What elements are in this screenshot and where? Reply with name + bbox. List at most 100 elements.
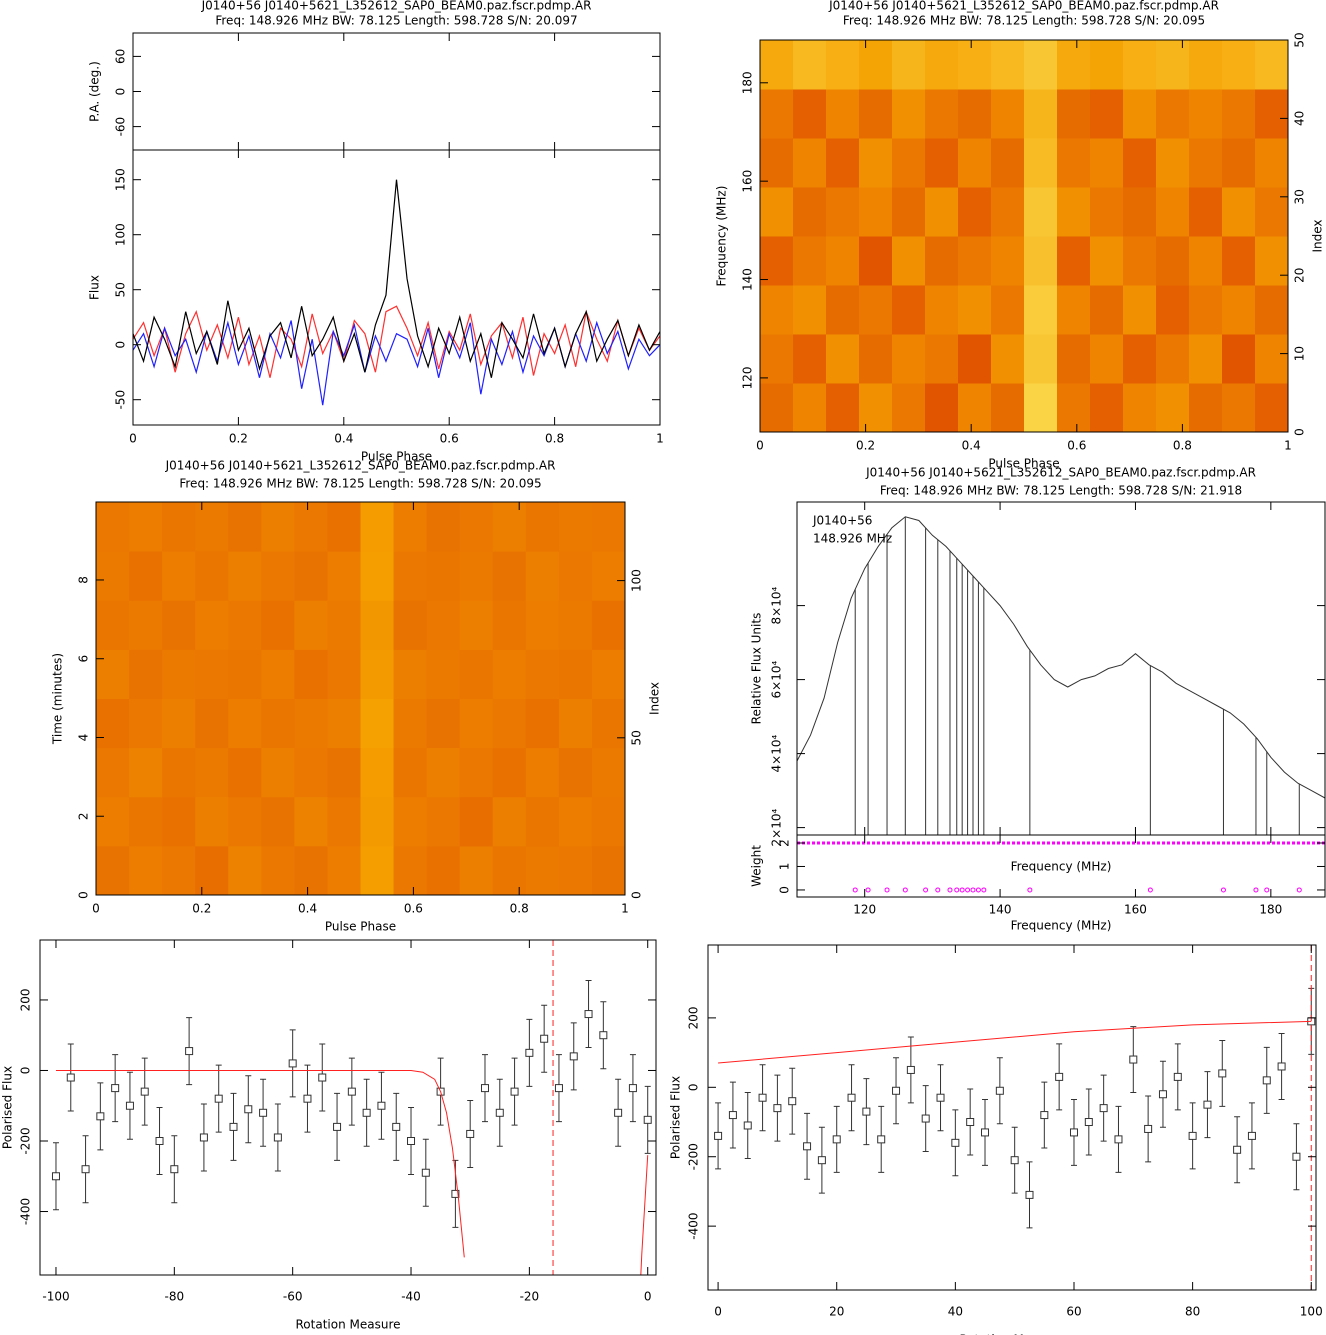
- point: [714, 1131, 723, 1140]
- heat-cell: [1057, 40, 1091, 90]
- heat-cell: [826, 138, 860, 188]
- heat-cell: [261, 698, 295, 749]
- heat-cell: [1057, 187, 1091, 237]
- heat-cell: [327, 845, 361, 896]
- y-axis-label: Flux: [88, 275, 102, 300]
- point: [377, 1101, 386, 1110]
- heat-cell: [228, 698, 262, 749]
- heat-cell: [958, 187, 992, 237]
- x-tick-label: 0.8: [545, 432, 564, 446]
- y-axis-label: Time (minutes): [51, 653, 65, 745]
- x-tick-label: 120: [853, 903, 876, 917]
- heat-cell: [525, 649, 560, 699]
- y-tick-label: 6: [77, 655, 91, 663]
- heat-cell: [327, 551, 361, 601]
- heat-cell: [1189, 236, 1223, 286]
- heat-cell: [1222, 383, 1256, 433]
- point: [1010, 1156, 1019, 1165]
- heat-cell: [1057, 138, 1091, 188]
- heat-cell: [1057, 236, 1091, 286]
- x-tick-label: 60: [1066, 1305, 1081, 1319]
- point: [599, 1031, 608, 1040]
- y-tick-label: 40: [1293, 111, 1307, 126]
- heat-cell: [1024, 89, 1058, 139]
- x-tick-label: 100: [1300, 1305, 1323, 1319]
- heat-cell: [393, 698, 428, 749]
- heat-cell: [958, 383, 992, 433]
- heat-cell: [426, 551, 461, 601]
- x-tick-label: 1: [1284, 439, 1292, 453]
- heat-cell: [558, 649, 593, 699]
- x-tick-label: 0: [92, 902, 100, 916]
- heat-cell: [1024, 40, 1058, 90]
- point: [788, 1097, 797, 1106]
- heat-cell: [1222, 40, 1256, 90]
- point: [906, 1065, 915, 1074]
- plot-frame: [759, 39, 1289, 433]
- point: [1203, 1100, 1212, 1109]
- weight-point: [981, 887, 987, 893]
- spectrum-line: [797, 516, 1325, 799]
- heat-cell: [96, 551, 130, 601]
- heat-cell: [1123, 383, 1157, 433]
- heat-cell: [925, 40, 959, 90]
- y-tick-label: 0: [77, 891, 91, 899]
- point: [318, 1073, 327, 1082]
- weight-point: [1147, 887, 1153, 893]
- point: [628, 1084, 637, 1093]
- heat-cell: [1123, 89, 1157, 139]
- x-tick-label: 40: [948, 1305, 963, 1319]
- x-tick-label: 160: [1124, 903, 1147, 917]
- heat-cell: [1024, 138, 1058, 188]
- annotation: J0140+56: [812, 514, 872, 528]
- x-tick-label: 1: [621, 902, 629, 916]
- heat-cell: [360, 796, 395, 847]
- heat-cell: [426, 796, 461, 847]
- heat-cell: [991, 334, 1025, 384]
- heat-cell: [991, 285, 1025, 335]
- point: [1262, 1076, 1271, 1085]
- heat-cell: [1255, 334, 1289, 384]
- point: [803, 1142, 812, 1151]
- heat-cell: [525, 502, 560, 552]
- heat-cell: [859, 334, 893, 384]
- heat-cell: [793, 383, 827, 433]
- y-tick-label: -400: [687, 1213, 701, 1240]
- y-tick-label: 10: [1293, 346, 1307, 361]
- point: [951, 1138, 960, 1147]
- heat-cell: [1057, 383, 1091, 433]
- y-tick-label: 60: [114, 49, 128, 64]
- heat-cell: [991, 89, 1025, 139]
- heat-cell: [1255, 383, 1289, 433]
- heat-cell: [393, 747, 428, 798]
- heat-cell: [129, 600, 163, 650]
- heat-cell: [294, 845, 328, 896]
- heat-cell: [1156, 334, 1190, 384]
- y-tick-label: 100: [630, 569, 644, 592]
- point: [214, 1094, 223, 1103]
- y-tick-label: 2×10⁴: [770, 809, 784, 847]
- heat-cell: [228, 796, 262, 847]
- weight-point: [1220, 887, 1226, 893]
- heat-cell: [591, 845, 626, 896]
- heat-cell: [1123, 236, 1157, 286]
- weight-point: [884, 887, 890, 893]
- heat-cell: [492, 502, 527, 552]
- heat-cell: [261, 600, 295, 650]
- x-tick-label: 0.6: [1067, 439, 1086, 453]
- x-axis-label: Pulse Phase: [361, 450, 432, 464]
- point: [229, 1122, 238, 1131]
- x-tick-label: -80: [165, 1290, 185, 1304]
- heat-cell: [96, 649, 130, 699]
- heat-cell: [591, 796, 626, 847]
- heat-cell: [558, 600, 593, 650]
- point: [728, 1111, 737, 1120]
- heat-cell: [327, 600, 361, 650]
- heat-cell: [525, 698, 560, 749]
- point: [966, 1118, 975, 1127]
- plot-frame: [132, 149, 661, 426]
- point: [921, 1114, 930, 1123]
- point: [1173, 1072, 1182, 1081]
- weight-point: [852, 887, 858, 893]
- heat-cell: [261, 649, 295, 699]
